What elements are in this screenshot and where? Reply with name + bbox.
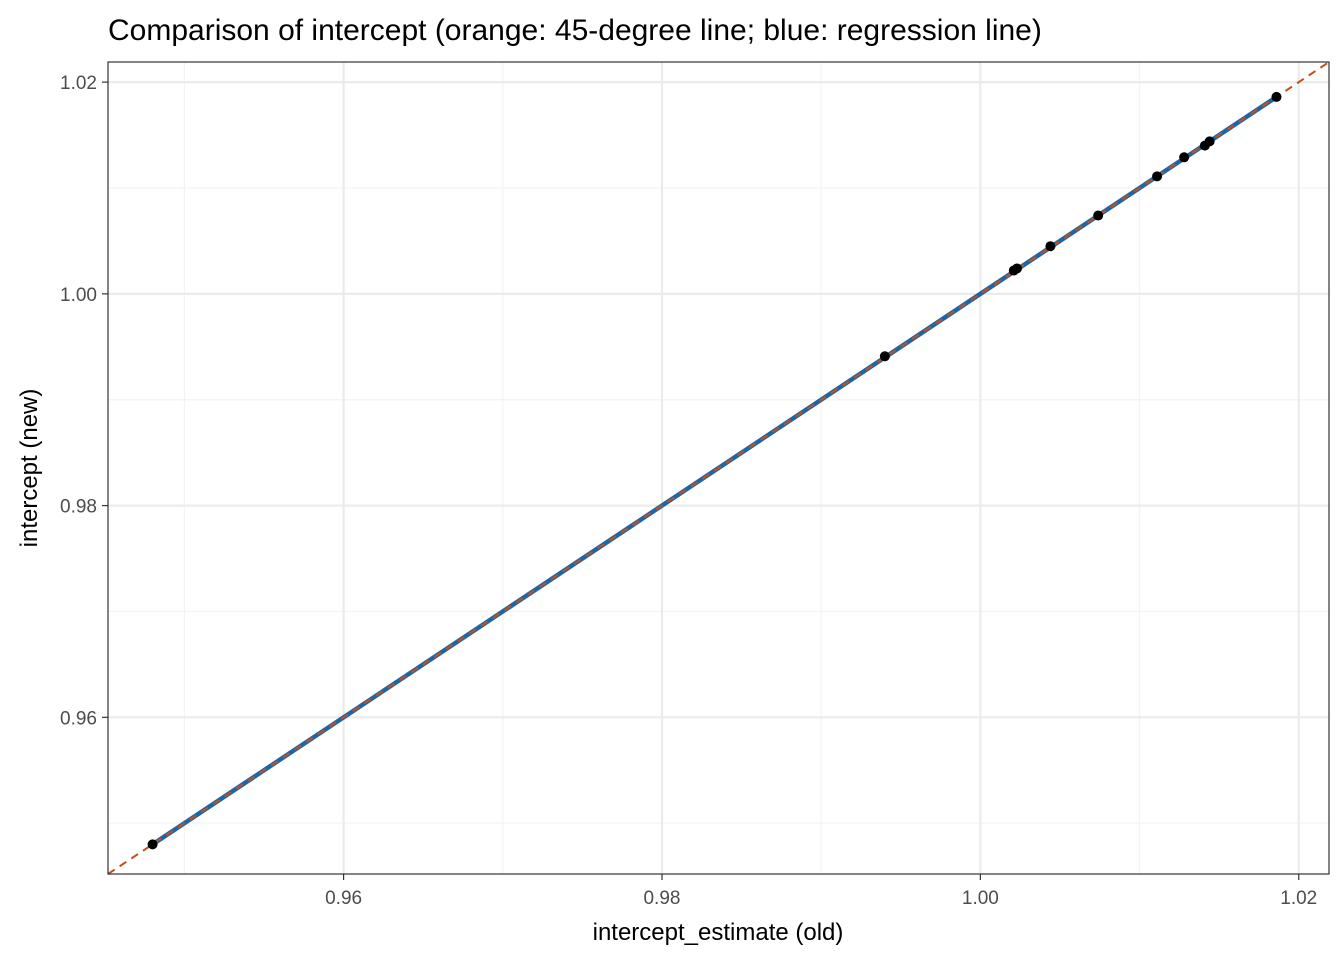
- data-point: [1204, 136, 1215, 147]
- data-point: [147, 839, 158, 850]
- y-tick-label: 1.00: [60, 285, 97, 306]
- minor-gridlines: [108, 62, 1329, 874]
- y-tick-label: 0.98: [60, 497, 97, 518]
- x-tick-label: 0.96: [325, 888, 362, 909]
- y-tick-label: 1.02: [60, 73, 97, 94]
- data-point: [1179, 152, 1190, 163]
- panel-border: [107, 61, 1330, 875]
- data-point: [1271, 91, 1282, 102]
- x-tick-label: 1.02: [1280, 888, 1317, 909]
- data-point: [1011, 263, 1022, 274]
- data-point: [879, 351, 890, 362]
- data-point: [1152, 171, 1163, 182]
- data-points: [147, 91, 1282, 850]
- data-point: [1045, 241, 1056, 252]
- x-axis-ticks: 0.96 0.98 1.00 1.02: [325, 874, 1317, 909]
- x-tick-label: 0.98: [643, 888, 680, 909]
- major-gridlines: [108, 62, 1329, 874]
- y-tick-label: 0.96: [60, 708, 97, 729]
- x-axis-title: intercept_estimate (old): [593, 919, 844, 946]
- y-axis-title: intercept (new): [16, 389, 43, 548]
- x-tick-label: 1.00: [962, 888, 999, 909]
- data-point: [1093, 210, 1104, 221]
- reference-45-degree-line: [107, 61, 1330, 875]
- y-axis-ticks: 0.96 0.98 1.00 1.02: [60, 73, 108, 729]
- chart-title: Comparison of intercept (orange: 45-degr…: [108, 14, 1042, 47]
